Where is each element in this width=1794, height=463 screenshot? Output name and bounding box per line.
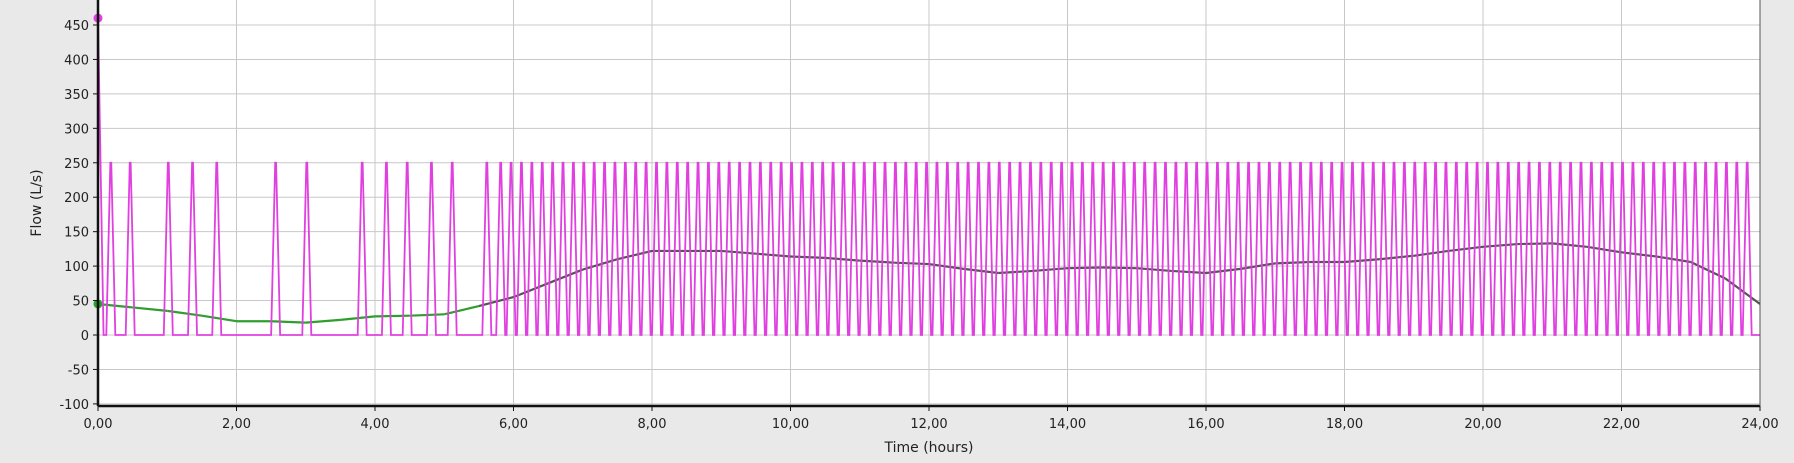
- y-tick-label: 450: [64, 19, 89, 34]
- series-green-segment: [201, 314, 237, 323]
- x-tick-label: 22,00: [1603, 417, 1640, 432]
- series-green-segment: [443, 304, 480, 316]
- series-green-segment: [1517, 242, 1553, 246]
- x-tick-label: 24,00: [1741, 417, 1778, 432]
- x-tick-label: 20,00: [1464, 417, 1501, 432]
- x-tick-label: 2,00: [222, 417, 251, 432]
- y-tick-label: -50: [68, 363, 89, 378]
- y-tick-label: 300: [64, 122, 89, 137]
- y-tick-label: 150: [64, 226, 89, 241]
- x-tick-label: 6,00: [499, 417, 528, 432]
- series-green-segment: [374, 314, 410, 318]
- x-tick-label: 0,00: [84, 417, 113, 432]
- x-tick-label: 10,00: [772, 417, 809, 432]
- series-green-segment: [1724, 277, 1761, 305]
- y-tick-label: 50: [72, 295, 89, 310]
- y-tick-label: 400: [64, 53, 89, 68]
- series-green-segment: [271, 320, 306, 324]
- y-tick-label: -100: [59, 398, 89, 413]
- x-tick-label: 14,00: [1049, 417, 1086, 432]
- x-tick-label: 18,00: [1326, 417, 1363, 432]
- y-tick-label: 350: [64, 88, 89, 103]
- series-green-segment: [132, 306, 168, 312]
- y-tick-label: 0: [81, 329, 89, 344]
- y-tick-label: 100: [64, 260, 89, 275]
- series-magenta-line: [97, 18, 1760, 336]
- y-tick-label: 200: [64, 191, 89, 206]
- series-green-segment: [513, 282, 549, 299]
- x-tick-label: 16,00: [1187, 417, 1224, 432]
- x-axis-title: Time (hours): [884, 440, 974, 456]
- x-tick-label: 8,00: [638, 417, 667, 432]
- x-tick-label: 4,00: [361, 417, 390, 432]
- y-tick-label: 250: [64, 157, 89, 172]
- x-tick-label: 12,00: [910, 417, 947, 432]
- y-axis-title: Flow (L/s): [29, 169, 45, 236]
- y-tick-labels: -100 -50 0 50 100 150 200 250 300 350 400 450: [59, 19, 98, 413]
- x-tick-labels: 0,00 2,00 4,00 6,00 8,00 10,00 12,00 14,00 16,00…: [84, 406, 1779, 432]
